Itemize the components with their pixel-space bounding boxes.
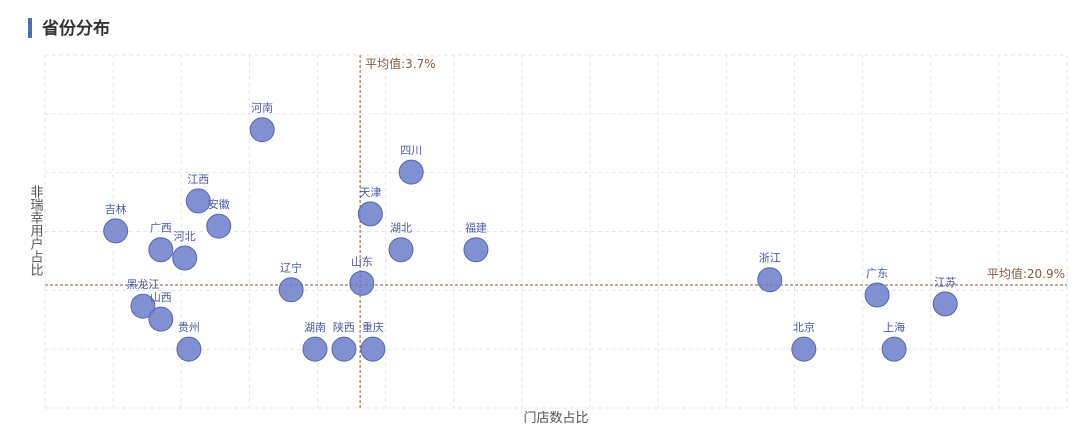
point — [881, 336, 907, 362]
point-label: 浙江 — [759, 252, 781, 265]
point-label: 天津 — [359, 186, 381, 199]
point — [148, 237, 174, 263]
point-label: 山东 — [351, 255, 373, 268]
point — [932, 291, 958, 317]
average-label: 平均值:3.7% — [365, 56, 436, 71]
point — [331, 336, 357, 362]
point-label: 陕西 — [333, 320, 355, 334]
point — [148, 306, 174, 332]
x-axis-label: 门店数占比 — [523, 411, 588, 426]
point — [757, 267, 783, 293]
point-label: 贵州 — [178, 321, 200, 334]
point-label: 湖北 — [390, 222, 412, 235]
chart-title: 省份分布 — [41, 18, 110, 39]
point — [206, 213, 232, 239]
point — [130, 293, 156, 319]
point-label: 辽宁 — [280, 261, 302, 275]
point — [357, 201, 383, 227]
point — [302, 336, 328, 362]
point-label: 湖南 — [304, 321, 326, 334]
point-label: 河北 — [174, 230, 196, 243]
y-axis-label: 非瑞幸用户占比 — [28, 185, 44, 277]
point — [360, 336, 386, 362]
point-label: 山西 — [150, 291, 172, 304]
point-label: 黑龙江 — [126, 278, 159, 291]
point-label: 广东 — [866, 267, 888, 280]
point — [249, 117, 275, 143]
point — [176, 336, 202, 362]
point-label: 江西 — [187, 173, 209, 186]
point-label: 吉林 — [105, 202, 127, 216]
point — [463, 237, 489, 263]
point — [278, 277, 304, 303]
average-label: 平均值:20.9% — [987, 266, 1065, 281]
point — [864, 282, 890, 308]
point-label: 四川 — [400, 144, 422, 157]
point-label: 福建 — [465, 221, 487, 235]
point-label: 广西 — [150, 222, 172, 235]
point — [791, 336, 817, 362]
point — [185, 188, 211, 214]
point-label: 江苏 — [934, 276, 956, 289]
point — [172, 245, 198, 271]
point — [398, 159, 424, 185]
point-label: 上海 — [883, 320, 905, 334]
point-label: 安徽 — [208, 197, 230, 211]
point-label: 河南 — [251, 102, 273, 115]
point-label: 北京 — [793, 320, 815, 334]
point — [103, 218, 129, 244]
point — [388, 237, 414, 263]
point-label: 重庆 — [362, 320, 384, 334]
title-accent — [28, 18, 32, 38]
point — [349, 270, 375, 296]
